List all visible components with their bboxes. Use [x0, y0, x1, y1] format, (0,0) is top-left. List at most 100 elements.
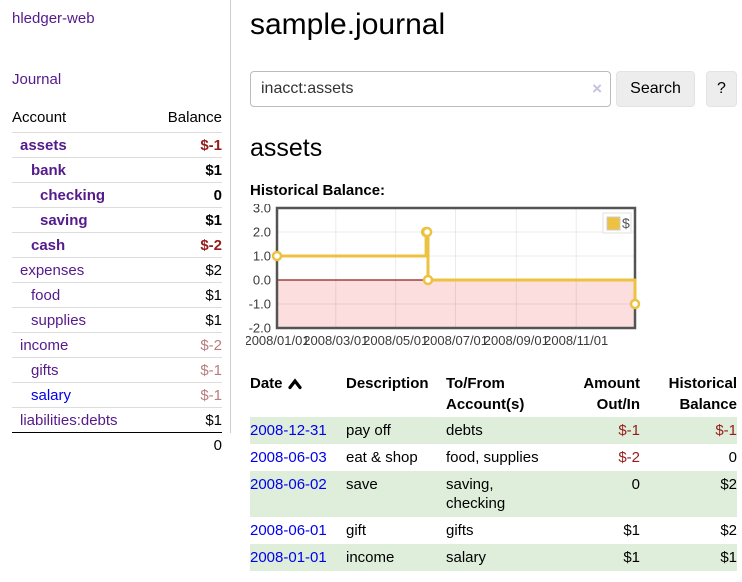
- accounts-header-account: Account: [12, 109, 67, 126]
- transaction-amount: $-1: [618, 422, 640, 439]
- transaction-amount: $1: [623, 522, 640, 539]
- account-row: supplies $1: [12, 307, 222, 333]
- transaction-date-link[interactable]: 2008-01-01: [250, 549, 327, 566]
- account-row: gifts $-1: [12, 357, 222, 383]
- account-balance: $-2: [200, 237, 222, 254]
- search-input[interactable]: [250, 71, 611, 107]
- account-row: bank $1: [12, 157, 222, 183]
- svg-text:$: $: [622, 215, 630, 231]
- transaction-accounts: food, supplies: [446, 449, 539, 466]
- account-link-food[interactable]: food: [31, 287, 61, 304]
- account-link-liabilities-debts[interactable]: liabilities:debts: [20, 412, 118, 429]
- svg-text:2008/09/01: 2008/09/01: [484, 333, 549, 348]
- transaction-date-link[interactable]: 2008-06-03: [250, 449, 327, 466]
- transaction-accounts: saving, checking: [446, 476, 506, 512]
- transaction-description: save: [346, 476, 378, 493]
- account-link-gifts[interactable]: gifts: [31, 362, 59, 379]
- account-link-expenses[interactable]: expenses: [20, 262, 85, 279]
- svg-text:3.0: 3.0: [253, 204, 271, 216]
- transaction-historical-balance: $2: [720, 522, 737, 539]
- accounts-total-row: 0: [12, 432, 222, 458]
- register-table: Date Description To/From Account(s) Amou…: [250, 371, 737, 571]
- register-header-row: Date Description To/From Account(s) Amou…: [250, 371, 737, 417]
- account-row: checking 0: [12, 182, 222, 208]
- account-link-supplies[interactable]: supplies: [31, 312, 87, 329]
- account-balance: 0: [213, 187, 222, 204]
- transaction-description: gift: [346, 522, 367, 539]
- transaction-historical-balance: 0: [728, 449, 737, 466]
- sort-ascending-icon: [287, 377, 302, 389]
- account-balance: $2: [205, 262, 222, 279]
- transaction-row: 2008-06-03 eat & shop food, supplies $-2…: [250, 444, 737, 471]
- transaction-accounts: salary: [446, 549, 487, 566]
- svg-text:2.0: 2.0: [253, 225, 271, 240]
- account-row: saving $1: [12, 207, 222, 233]
- svg-text:2008/11/01: 2008/11/01: [544, 333, 608, 348]
- account-row: salary $-1: [12, 382, 222, 408]
- register-header-amount: Amount Out/In: [583, 375, 640, 413]
- historical-balance-chart[interactable]: $3.0 2.0 1.0 0.0 -1.0 -2.0 2008/01/01 2008/03/0…: [244, 201, 742, 355]
- transaction-date-link[interactable]: 2008-06-02: [250, 476, 327, 493]
- transaction-historical-balance: $-1: [715, 422, 737, 439]
- svg-text:-2.0: -2.0: [249, 321, 271, 336]
- accounts-total-value: 0: [150, 432, 222, 458]
- clear-search-icon[interactable]: ×: [592, 79, 602, 98]
- account-link-income[interactable]: income: [20, 337, 69, 354]
- account-row: cash $-2: [12, 232, 222, 258]
- transaction-description: pay off: [346, 422, 391, 439]
- account-row: liabilities:debts $1: [12, 407, 222, 433]
- account-link-assets[interactable]: assets: [20, 137, 67, 154]
- svg-text:2008/05/01: 2008/05/01: [363, 333, 428, 348]
- account-row: income $-2: [12, 332, 222, 358]
- account-balance: $1: [205, 312, 222, 329]
- main-content: sample.journal × Search ? assets Histori…: [244, 0, 742, 571]
- account-balance: $-1: [200, 137, 222, 154]
- account-row: assets $-1: [12, 132, 222, 158]
- account-link-saving[interactable]: saving: [40, 212, 88, 229]
- transaction-accounts: gifts: [446, 522, 474, 539]
- transaction-description: income: [346, 549, 395, 566]
- svg-text:2008/07/01: 2008/07/01: [423, 333, 488, 348]
- register-header-date[interactable]: Date: [250, 371, 346, 417]
- transaction-row: 2008-01-01 income salary $1 $1: [250, 544, 737, 571]
- help-button[interactable]: ?: [706, 71, 737, 107]
- search-input-wrap: ×: [250, 71, 611, 107]
- transaction-description: eat & shop: [346, 449, 418, 466]
- register-header-historical: Historical Balance: [668, 375, 737, 413]
- account-row: expenses $2: [12, 257, 222, 283]
- account-link-salary[interactable]: salary: [31, 387, 72, 404]
- account-balance: $1: [205, 287, 222, 304]
- register-header-description: Description: [346, 375, 429, 392]
- transaction-date-link[interactable]: 2008-06-01: [250, 522, 327, 539]
- transaction-row: 2008-12-31 pay off debts $-1 $-1: [250, 417, 737, 444]
- account-row: food $1: [12, 282, 222, 308]
- search-form: × Search ?: [250, 71, 742, 107]
- svg-text:1.0: 1.0: [253, 249, 271, 264]
- transaction-amount: $-2: [618, 449, 640, 466]
- search-button[interactable]: Search: [616, 71, 695, 107]
- transaction-amount: 0: [631, 476, 640, 493]
- transaction-date-link[interactable]: 2008-12-31: [250, 422, 327, 439]
- sidebar: hledger-web Journal Account Balance asse…: [0, 0, 231, 458]
- account-balance: $-2: [200, 337, 222, 354]
- page-title: sample.journal: [250, 8, 446, 41]
- svg-text:2008/03/01: 2008/03/01: [303, 333, 368, 348]
- register-header-date-label: Date: [250, 375, 283, 392]
- accounts-table: Account Balance assets $-1 bank $1 check…: [12, 106, 222, 458]
- account-balance: $-1: [200, 387, 222, 404]
- account-link-bank[interactable]: bank: [31, 162, 67, 179]
- transaction-amount: $1: [623, 549, 640, 566]
- svg-text:-1.0: -1.0: [249, 297, 271, 312]
- account-link-cash[interactable]: cash: [31, 237, 66, 254]
- account-link-checking[interactable]: checking: [40, 187, 106, 204]
- account-heading: assets: [250, 134, 323, 162]
- register-header-tofrom: To/From Account(s): [446, 375, 525, 413]
- svg-text:2008/01/01: 2008/01/01: [246, 333, 310, 348]
- account-balance: $1: [205, 212, 222, 229]
- chart-svg: $3.0 2.0 1.0 0.0 -1.0 -2.02008/01/012008/03/0…: [244, 201, 641, 348]
- account-balance: $1: [205, 412, 222, 429]
- transaction-historical-balance: $1: [720, 549, 737, 566]
- app-title-link[interactable]: hledger-web: [12, 10, 95, 27]
- sidebar-item-journal[interactable]: Journal: [12, 71, 62, 88]
